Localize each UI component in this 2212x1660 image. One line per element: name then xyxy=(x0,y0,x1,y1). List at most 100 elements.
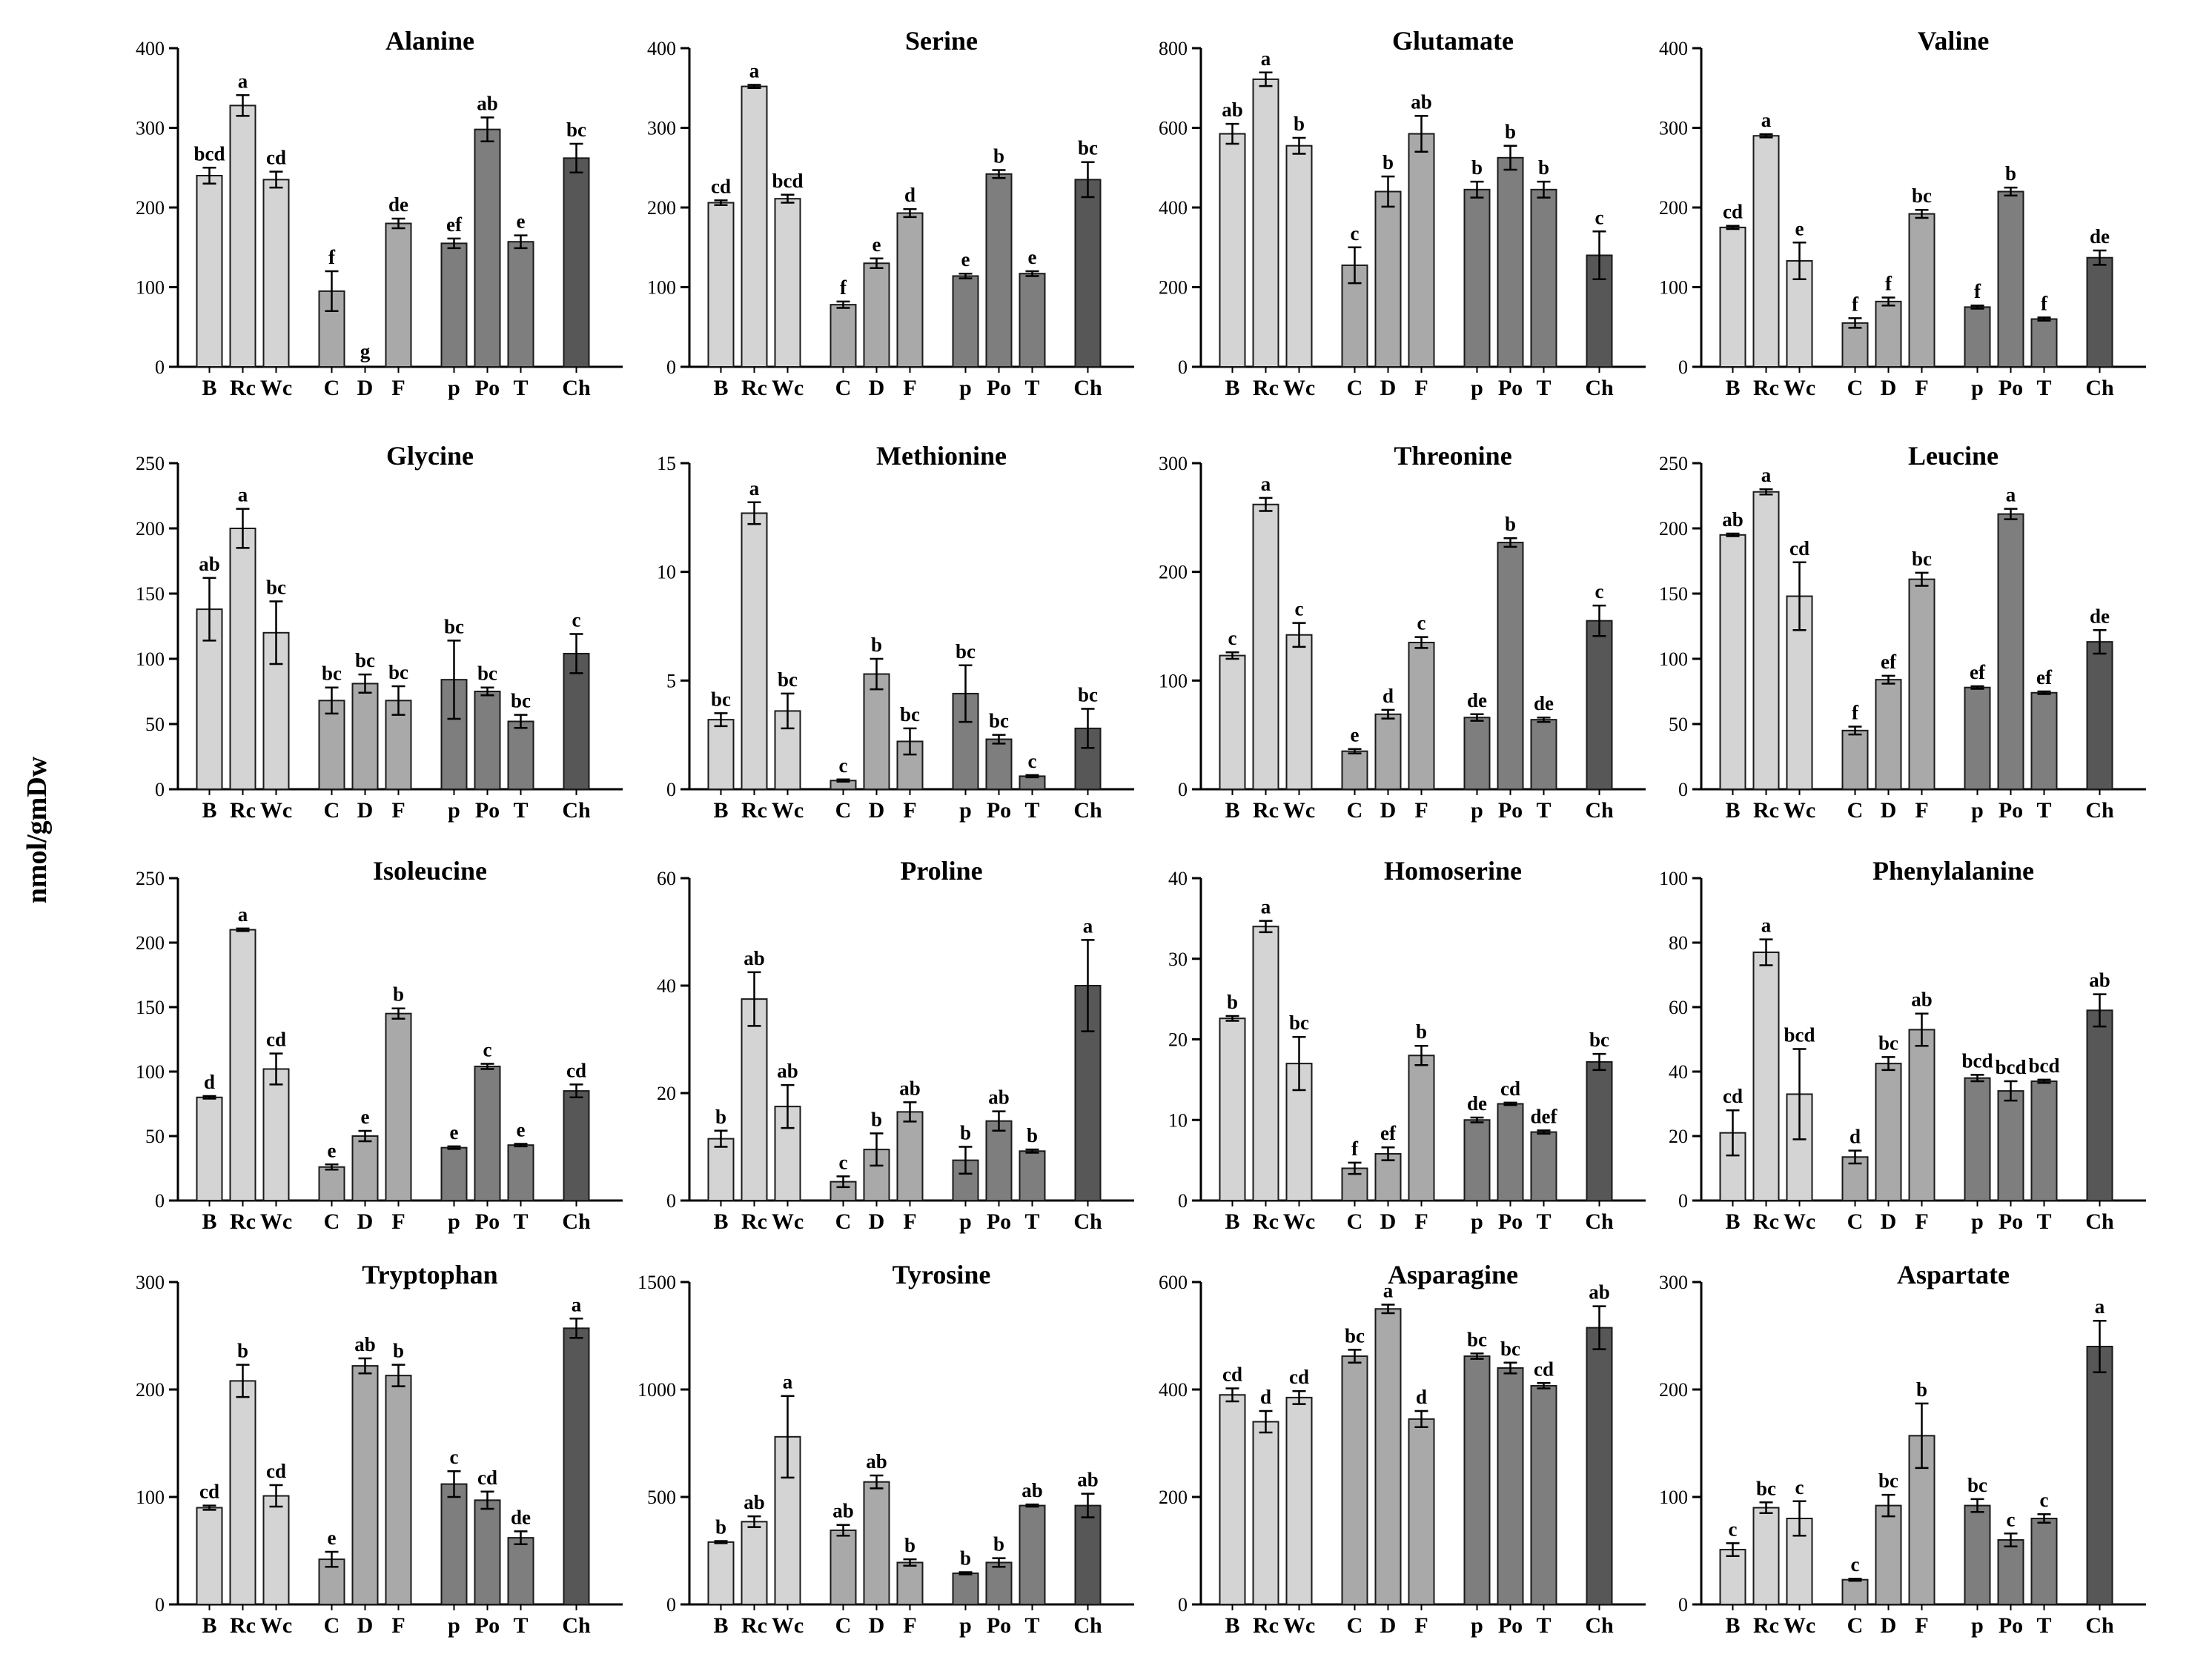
chart-10-sig-label-B: b xyxy=(1227,991,1238,1013)
chart-11-category-B: B xyxy=(1725,1209,1740,1234)
chart-10-ytick-label: 30 xyxy=(1168,949,1188,970)
chart-7-ytick-label: 150 xyxy=(1659,583,1688,605)
chart-14-ytick-label: 400 xyxy=(1159,1379,1188,1401)
chart-7-sig-label-C: f xyxy=(1852,702,1859,724)
chart-1-category-D: D xyxy=(869,376,885,400)
chart-4-category-Rc: Rc xyxy=(230,798,256,823)
chart-15-ytick-label: 300 xyxy=(1659,1272,1688,1293)
chart-0-bar-B xyxy=(196,175,223,368)
chart-0-ytick-label: 0 xyxy=(155,356,165,378)
chart-12-ytick-label: 100 xyxy=(136,1487,165,1508)
chart-6-bar-Rc xyxy=(1252,503,1279,790)
chart-0-ytick-label: 300 xyxy=(136,118,165,139)
chart-4-bar-Po xyxy=(474,691,501,790)
chart-13-bar-Po xyxy=(985,1561,1013,1605)
chart-12-category-p: p xyxy=(448,1613,460,1638)
chart-15-category-Po: Po xyxy=(1999,1613,2023,1638)
chart-6-sig-label-F: c xyxy=(1417,612,1426,634)
chart-3-bar-T xyxy=(2030,318,2058,368)
chart-4-title: Glycine xyxy=(386,441,474,471)
chart-13-sig-label-Wc: a xyxy=(783,1371,793,1393)
chart-6-category-B: B xyxy=(1225,798,1239,823)
chart-0-category-Wc: Wc xyxy=(260,376,292,400)
chart-10-ytick-label: 20 xyxy=(1168,1029,1188,1051)
chart-8-sig-label-D: e xyxy=(361,1106,370,1128)
chart-12-bar-Rc xyxy=(229,1380,256,1606)
chart-3-bar-Rc xyxy=(1752,135,1780,368)
chart-12-bar-T xyxy=(507,1537,534,1606)
chart-2-bar-Po xyxy=(1497,156,1524,368)
chart-6-title: Threonine xyxy=(1394,441,1511,471)
chart-11-sig-label-T: bcd xyxy=(2028,1055,2059,1077)
chart-7-sig-label-Wc: cd xyxy=(1789,537,1809,560)
chart-5-category-T: T xyxy=(1024,798,1039,823)
chart-11-category-Wc: Wc xyxy=(1784,1209,1815,1234)
chart-6: 0 100 200 300 Threonine c Ba Rc c Wc e Cd Dc Fde p b Po d… xyxy=(1159,441,1646,823)
chart-2-sig-label-C: c xyxy=(1351,222,1360,245)
chart-4-sig-label-Ch: c xyxy=(572,609,581,631)
chart-10-category-D: D xyxy=(1380,1209,1397,1234)
chart-14-bar-p xyxy=(1463,1355,1491,1606)
chart-2-category-Wc: Wc xyxy=(1283,376,1315,400)
chart-15-sig-label-D: bc xyxy=(1878,1470,1898,1492)
chart-8-ytick-label: 200 xyxy=(136,932,165,954)
chart-12-sig-label-p: c xyxy=(450,1446,459,1468)
chart-6-sig-label-Ch: c xyxy=(1595,580,1604,602)
chart-0-category-p: p xyxy=(448,376,460,400)
chart-2-sig-label-Rc: a xyxy=(1261,47,1271,70)
chart-9-sig-label-D: b xyxy=(871,1108,882,1130)
chart-0-bar-Po xyxy=(474,128,501,368)
chart-1-category-F: F xyxy=(903,376,916,400)
chart-3-bar-B xyxy=(1719,226,1746,368)
chart-12-category-Rc: Rc xyxy=(230,1613,256,1638)
chart-7-sig-label-Po: a xyxy=(2006,484,2016,506)
chart-6-bar-F xyxy=(1408,642,1435,790)
chart-12-sig-label-B: cd xyxy=(199,1481,219,1503)
chart-12-category-T: T xyxy=(513,1613,528,1638)
chart-14-bar-D xyxy=(1374,1308,1402,1605)
chart-13-bar-C xyxy=(830,1529,857,1605)
chart-12-category-Ch: Ch xyxy=(562,1613,591,1638)
chart-13-sig-label-B: b xyxy=(715,1515,726,1538)
chart-1-ytick-label: 100 xyxy=(647,277,676,299)
chart-13-category-C: C xyxy=(835,1613,852,1638)
chart-10-category-Ch: Ch xyxy=(1585,1209,1614,1234)
chart-14-category-T: T xyxy=(1536,1613,1551,1638)
chart-11-sig-label-Po: bcd xyxy=(1995,1056,2026,1078)
chart-9-sig-label-T: b xyxy=(1027,1124,1038,1146)
chart-11-bar-Ch xyxy=(2086,1009,2113,1201)
chart-2-title: Glutamate xyxy=(1392,26,1514,56)
chart-3-ytick-label: 300 xyxy=(1659,118,1688,139)
chart-14-sig-label-B: cd xyxy=(1222,1364,1242,1386)
chart-14-ytick-label: 200 xyxy=(1159,1487,1188,1508)
chart-14-bar-B xyxy=(1219,1394,1246,1605)
chart-7-ytick-label: 50 xyxy=(1669,714,1688,735)
chart-6-category-Wc: Wc xyxy=(1283,798,1315,823)
chart-9-title: Proline xyxy=(900,856,982,886)
chart-0-sig-label-Ch: bc xyxy=(566,119,586,141)
chart-4-sig-label-p: bc xyxy=(444,615,464,637)
chart-11-bar-p xyxy=(1964,1077,1991,1201)
chart-0-sig-label-C: f xyxy=(328,246,336,268)
chart-3-ytick-label: 400 xyxy=(1659,38,1688,59)
chart-15-category-Ch: Ch xyxy=(2085,1613,2114,1638)
chart-1-category-B: B xyxy=(713,376,728,400)
chart-4-ytick-label: 200 xyxy=(136,518,165,540)
chart-13-category-Ch: Ch xyxy=(1073,1613,1102,1638)
chart-3-category-F: F xyxy=(1915,376,1928,400)
chart-14-sig-label-D: a xyxy=(1383,1279,1394,1301)
chart-7-sig-label-D: ef xyxy=(1881,651,1897,673)
chart-3-sig-label-Wc: e xyxy=(1795,217,1804,239)
chart-1-ytick-label: 0 xyxy=(666,356,676,378)
chart-9-ytick-label: 0 xyxy=(666,1190,676,1212)
chart-8-category-p: p xyxy=(448,1209,460,1234)
chart-10-sig-label-D: ef xyxy=(1380,1122,1397,1144)
chart-4-bar-C xyxy=(318,700,345,791)
chart-8-ytick-label: 50 xyxy=(145,1126,165,1147)
chart-3-bar-D xyxy=(1875,300,1902,368)
chart-14-bar-C xyxy=(1341,1355,1368,1606)
chart-2-bar-D xyxy=(1374,190,1402,368)
chart-3-sig-label-B: cd xyxy=(1723,201,1743,223)
chart-1-sig-label-B: cd xyxy=(711,175,731,197)
chart-11-bar-Po xyxy=(1997,1090,2024,1201)
